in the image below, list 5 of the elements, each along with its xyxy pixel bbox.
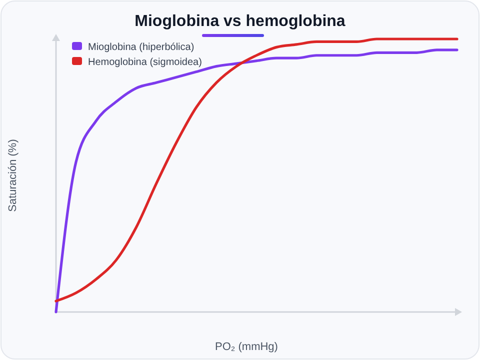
chart-title: Mioglobina vs hemoglobina xyxy=(134,13,346,30)
x-axis-title: PO₂ (mmHg) xyxy=(215,341,278,353)
legend-label: Mioglobina (hiperbólica) xyxy=(88,42,194,53)
legend-label: Hemoglobina (sigmoidea) xyxy=(88,57,202,68)
y-axis-title: Saturación (%) xyxy=(7,139,19,212)
